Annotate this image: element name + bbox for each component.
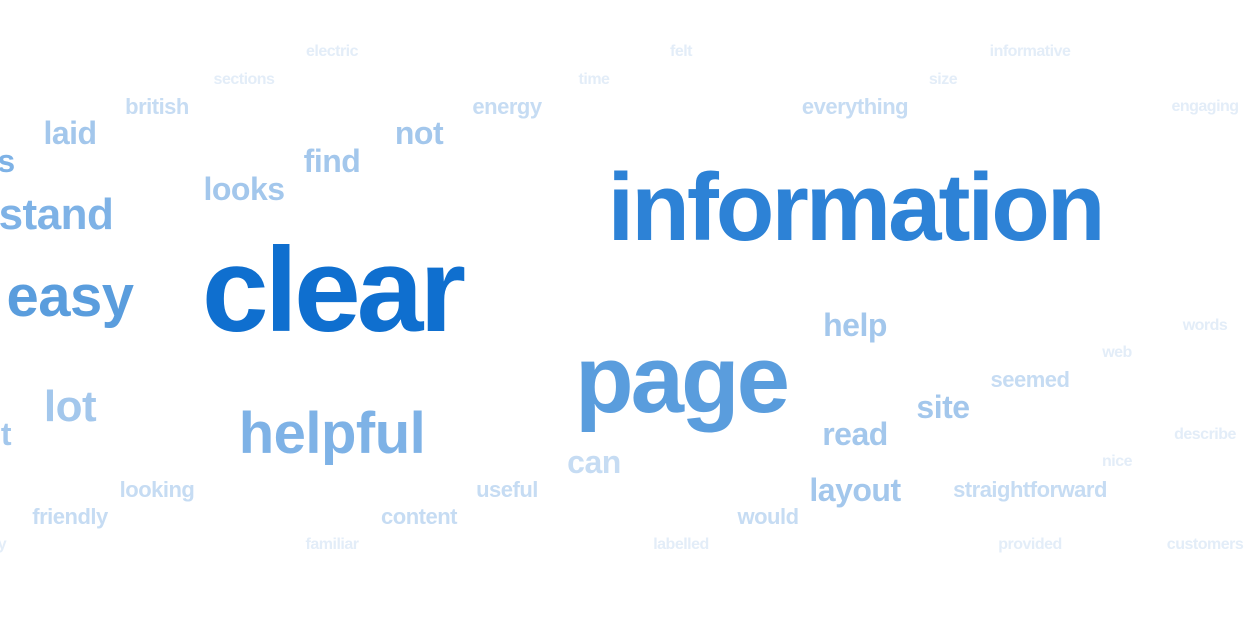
word-nice: nice	[1101, 453, 1133, 470]
word-easy: easy	[6, 264, 134, 329]
word-help: help	[823, 307, 887, 343]
word-stand: stand	[0, 190, 114, 239]
word-helpful: helpful	[238, 401, 426, 466]
word-familiar: familiar	[305, 536, 359, 553]
word-engaging: engaging	[1171, 98, 1239, 115]
word-provided: provided	[998, 536, 1062, 553]
word-content: content	[381, 504, 457, 529]
word-straightforward: straightforward	[953, 477, 1107, 502]
word-size: size	[928, 71, 958, 88]
word-labelled: labelled	[653, 536, 709, 553]
word-would: would	[737, 504, 799, 529]
word-page: page	[574, 326, 790, 433]
word-layout: layout	[809, 472, 901, 508]
word-informative: informative	[989, 43, 1071, 60]
word-sections: sections	[213, 71, 275, 88]
word-y: y	[0, 536, 7, 553]
word-t: t	[0, 416, 12, 452]
word-customers: customers	[1166, 536, 1244, 553]
word-web: web	[1102, 344, 1132, 361]
word-energy: energy	[472, 94, 542, 119]
word-site: site	[916, 389, 970, 425]
word-felt: felt	[670, 43, 693, 60]
word-can: can	[567, 444, 621, 480]
word-read: read	[822, 416, 888, 452]
word-lot: lot	[43, 382, 97, 431]
word-british: british	[125, 94, 189, 119]
word-information: information	[607, 154, 1106, 261]
word-electric: electric	[305, 43, 359, 60]
word-words: words	[1182, 317, 1228, 334]
word-describe: describe	[1174, 426, 1236, 443]
word-not: not	[394, 115, 444, 151]
word-laid: laid	[43, 115, 97, 151]
word-useful: useful	[476, 477, 538, 502]
word-seemed: seemed	[990, 367, 1070, 392]
word-looking: looking	[119, 477, 195, 502]
word-clear: clear	[201, 223, 466, 357]
word-everything: everything	[801, 94, 909, 119]
word-time: time	[578, 71, 610, 88]
word-find: find	[303, 143, 361, 179]
word-looks: looks	[203, 171, 285, 207]
word-s: s	[0, 143, 15, 179]
word-friendly: friendly	[32, 504, 108, 529]
